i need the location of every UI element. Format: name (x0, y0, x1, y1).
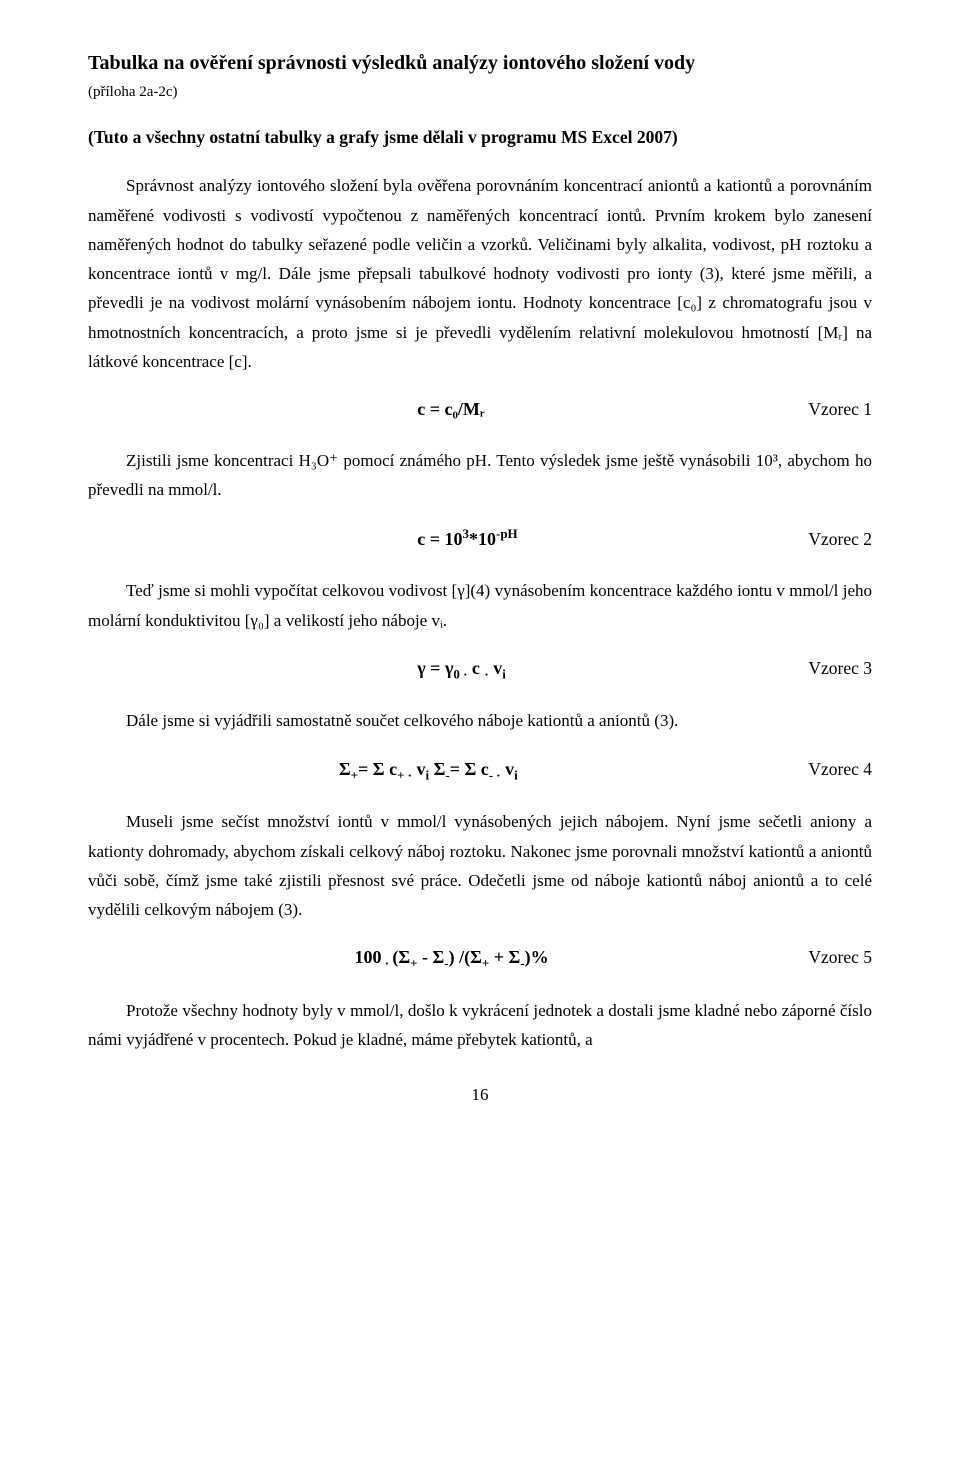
formula-1-expr: c = c₀/Mᵣ (417, 396, 484, 424)
paragraph-6: Protože všechny hodnoty byly v mmol/l, d… (88, 996, 872, 1054)
doc-subtitle: (příloha 2a-2c) (88, 81, 872, 104)
doc-title: Tabulka na ověření správnosti výsledků a… (88, 48, 872, 79)
formula-3-label: Vzorec 3 (808, 655, 872, 682)
formula-row-2: c = 103*10-pH Vzorec 2 (88, 524, 872, 554)
paragraph-3: Teď jsme si mohli vypočítat celkovou vod… (88, 576, 872, 634)
formula-2-label: Vzorec 2 (808, 526, 872, 553)
formula-4-label: Vzorec 4 (808, 756, 872, 783)
formula-row-4: Σ+= Σ c+ · vi Σ-= Σ c- · vi Vzorec 4 (88, 756, 872, 786)
page-number: 16 (88, 1082, 872, 1108)
formula-5-expr: 100 · (Σ+ - Σ-) /(Σ+ + Σ-)% (355, 944, 549, 974)
paragraph-2: Zjistili jsme koncentraci H₃O⁺ pomocí zn… (88, 446, 872, 504)
formula-row-1: c = c₀/Mᵣ Vzorec 1 (88, 396, 872, 424)
paragraph-5: Museli jsme sečíst množství iontů v mmol… (88, 807, 872, 924)
formula-1-label: Vzorec 1 (808, 396, 872, 423)
formula-3-expr: γ = γ0 · c · vi (417, 655, 506, 685)
formula-2-expr: c = 103*10-pH (417, 524, 517, 554)
doc-intro: (Tuto a všechny ostatní tabulky a grafy … (88, 124, 872, 151)
paragraph-1: Správnost analýzy iontového složení byla… (88, 171, 872, 376)
paragraph-4: Dále jsme si vyjádřili samostatně součet… (88, 706, 872, 735)
formula-4-expr: Σ+= Σ c+ · vi Σ-= Σ c- · vi (339, 756, 518, 786)
formula-5-label: Vzorec 5 (808, 944, 872, 971)
formula-row-5: 100 · (Σ+ - Σ-) /(Σ+ + Σ-)% Vzorec 5 (88, 944, 872, 974)
formula-row-3: γ = γ0 · c · vi Vzorec 3 (88, 655, 872, 685)
